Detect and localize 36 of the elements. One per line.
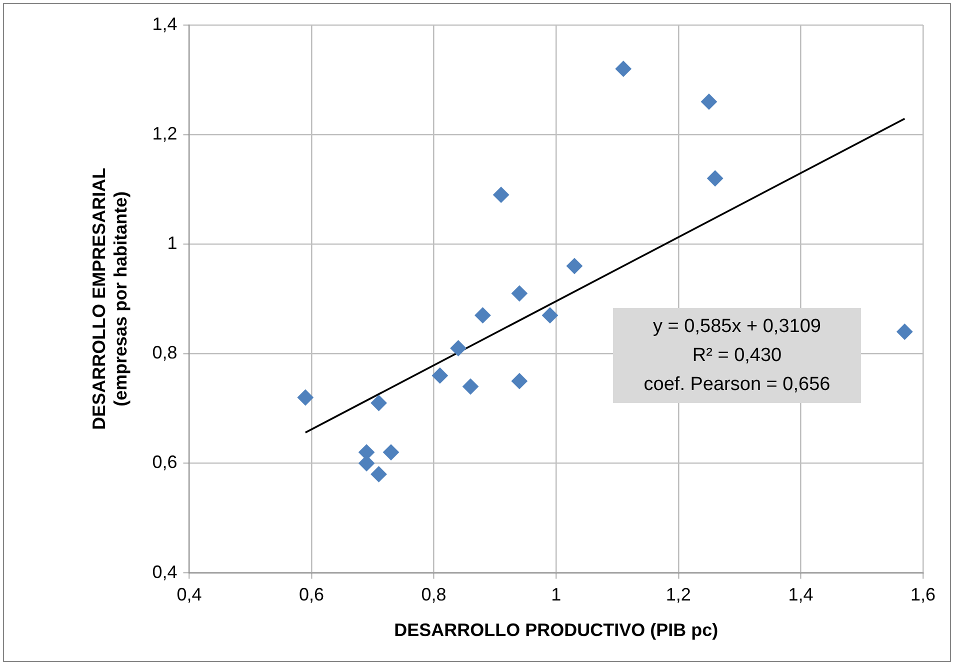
x-tick-label: 1 bbox=[551, 584, 562, 605]
point bbox=[297, 390, 314, 406]
annotation: y = 0,585x + 0,3109 bbox=[652, 315, 822, 339]
y-tick-label: 0,6 bbox=[152, 452, 178, 472]
y-tick-label: 1,4 bbox=[152, 14, 178, 34]
x-tick-label: 1,6 bbox=[910, 584, 936, 605]
point bbox=[474, 307, 491, 324]
y-tick-label: 0,4 bbox=[152, 562, 178, 582]
point bbox=[511, 373, 528, 390]
x-tick-label: 0,4 bbox=[176, 584, 202, 605]
point bbox=[615, 60, 632, 77]
y-tick-label: 0,8 bbox=[152, 342, 178, 363]
point bbox=[700, 94, 717, 110]
x-tick-label: 1,4 bbox=[788, 584, 814, 605]
point bbox=[370, 394, 387, 411]
point bbox=[896, 324, 913, 340]
point bbox=[511, 285, 528, 302]
annotation: coef. Pearson = 0,656 bbox=[642, 373, 832, 397]
point bbox=[383, 444, 400, 460]
point bbox=[432, 368, 448, 384]
annotation: R² = 0,430 bbox=[691, 344, 783, 368]
point bbox=[707, 170, 724, 186]
y-tick-label: 1,2 bbox=[152, 124, 178, 144]
point bbox=[462, 378, 479, 395]
point bbox=[542, 307, 558, 324]
x-tick-label: 1,2 bbox=[666, 584, 691, 605]
point bbox=[450, 340, 466, 356]
point bbox=[493, 186, 510, 203]
point bbox=[370, 466, 387, 482]
x-axis-title: DESARROLLO PRODUCTIVO (PIB pc) bbox=[394, 620, 718, 640]
y-axis-title: DESARROLLO EMPRESARIAL (empresas por habitante) bbox=[88, 168, 130, 430]
x-tick-label: 0,8 bbox=[421, 584, 446, 605]
x-tick-label: 0,6 bbox=[299, 584, 324, 605]
note-box: y = 0,585x + 0,3109 R² = 0,430 coef. Pearson = 0,656 bbox=[613, 308, 861, 403]
point bbox=[566, 258, 582, 274]
y-tick-label: 1 bbox=[167, 233, 178, 254]
